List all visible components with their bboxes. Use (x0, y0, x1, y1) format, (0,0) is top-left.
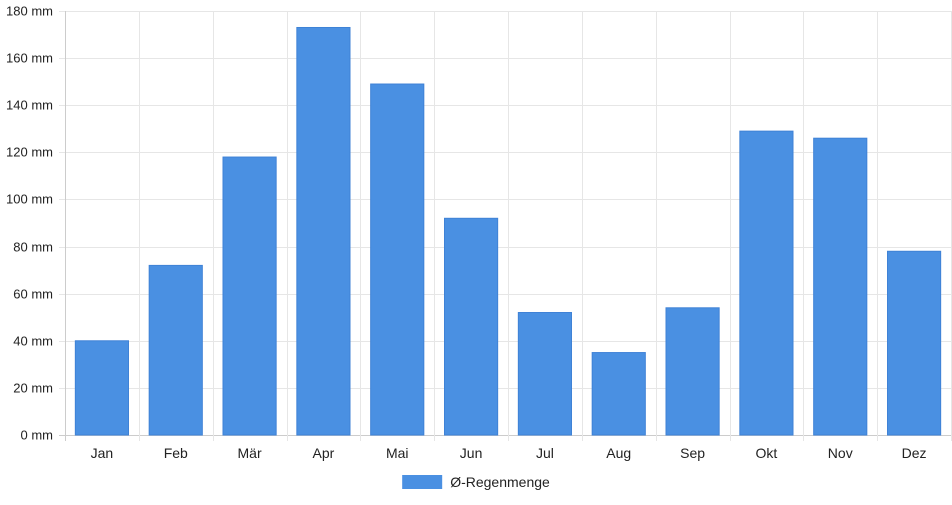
bar-Okt[interactable] (739, 130, 794, 436)
y-tick-label: 80 mm (13, 240, 53, 255)
y-tick-label: 120 mm (6, 145, 53, 160)
x-tick-label: Aug (606, 445, 631, 461)
y-axis-ticks: 0 mm 20 mm 40 mm 60 mm 80 mm 100 mm 120 mm 140 … (6, 4, 53, 443)
x-tick-label: Dez (902, 445, 927, 461)
x-tick-label: Okt (756, 445, 778, 461)
y-tick-label: 140 mm (6, 98, 53, 113)
y-tick-label: 100 mm (6, 192, 53, 207)
bars (74, 26, 942, 436)
bar-Feb[interactable] (148, 264, 203, 436)
bar-Dez[interactable] (887, 250, 942, 436)
x-tick-label: Jan (91, 445, 114, 461)
legend-label[interactable]: Ø-Regenmenge (450, 474, 550, 490)
bar-Jan[interactable] (74, 340, 129, 436)
bar-Sep[interactable] (665, 307, 720, 436)
bar-Jun[interactable] (444, 217, 499, 436)
y-tick-label: 40 mm (13, 334, 53, 349)
x-tick-label: Nov (828, 445, 853, 461)
y-tick-label: 180 mm (6, 4, 53, 19)
y-tick-label: 0 mm (21, 428, 54, 443)
bar-Nov[interactable] (813, 137, 868, 436)
y-tick-label: 20 mm (13, 381, 53, 396)
bar-Mai[interactable] (370, 83, 425, 436)
x-tick-label: Apr (313, 445, 335, 461)
x-tick-label: Mai (386, 445, 409, 461)
legend-swatch[interactable] (402, 475, 443, 489)
bar-Mär[interactable] (222, 156, 277, 436)
y-tick-label: 160 mm (6, 51, 53, 66)
bar-Jul[interactable] (517, 312, 572, 436)
y-tick-label: 60 mm (13, 287, 53, 302)
x-tick-label: Feb (164, 445, 188, 461)
x-tick-label: Sep (680, 445, 705, 461)
x-tick-label: Jul (536, 445, 554, 461)
x-tick-label: Mär (238, 445, 262, 461)
bar-Aug[interactable] (591, 352, 646, 436)
legend[interactable]: Ø-Regenmenge (402, 474, 550, 490)
x-tick-label: Jun (460, 445, 483, 461)
x-axis-ticks: Jan Feb Mär Apr Mai Jun Jul Aug Sep Okt Nov Dez (91, 445, 927, 461)
bar-Apr[interactable] (296, 26, 351, 436)
